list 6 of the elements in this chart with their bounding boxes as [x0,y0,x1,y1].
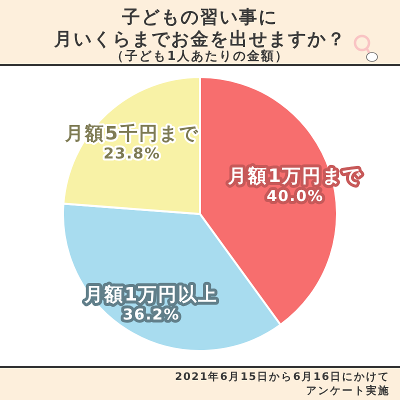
chart-title: 子どもの習い事に月いくらまでお金を出せますか？ [54,7,346,50]
text: アンケート実施 [306,384,390,397]
text: 2021年6月15日から6月16日にかけて [174,370,390,383]
data-label: 23.8% [103,144,161,163]
data-label: 40.0% [266,187,324,206]
chart-subtitle: （子ども1人あたりの金額） [111,48,289,63]
